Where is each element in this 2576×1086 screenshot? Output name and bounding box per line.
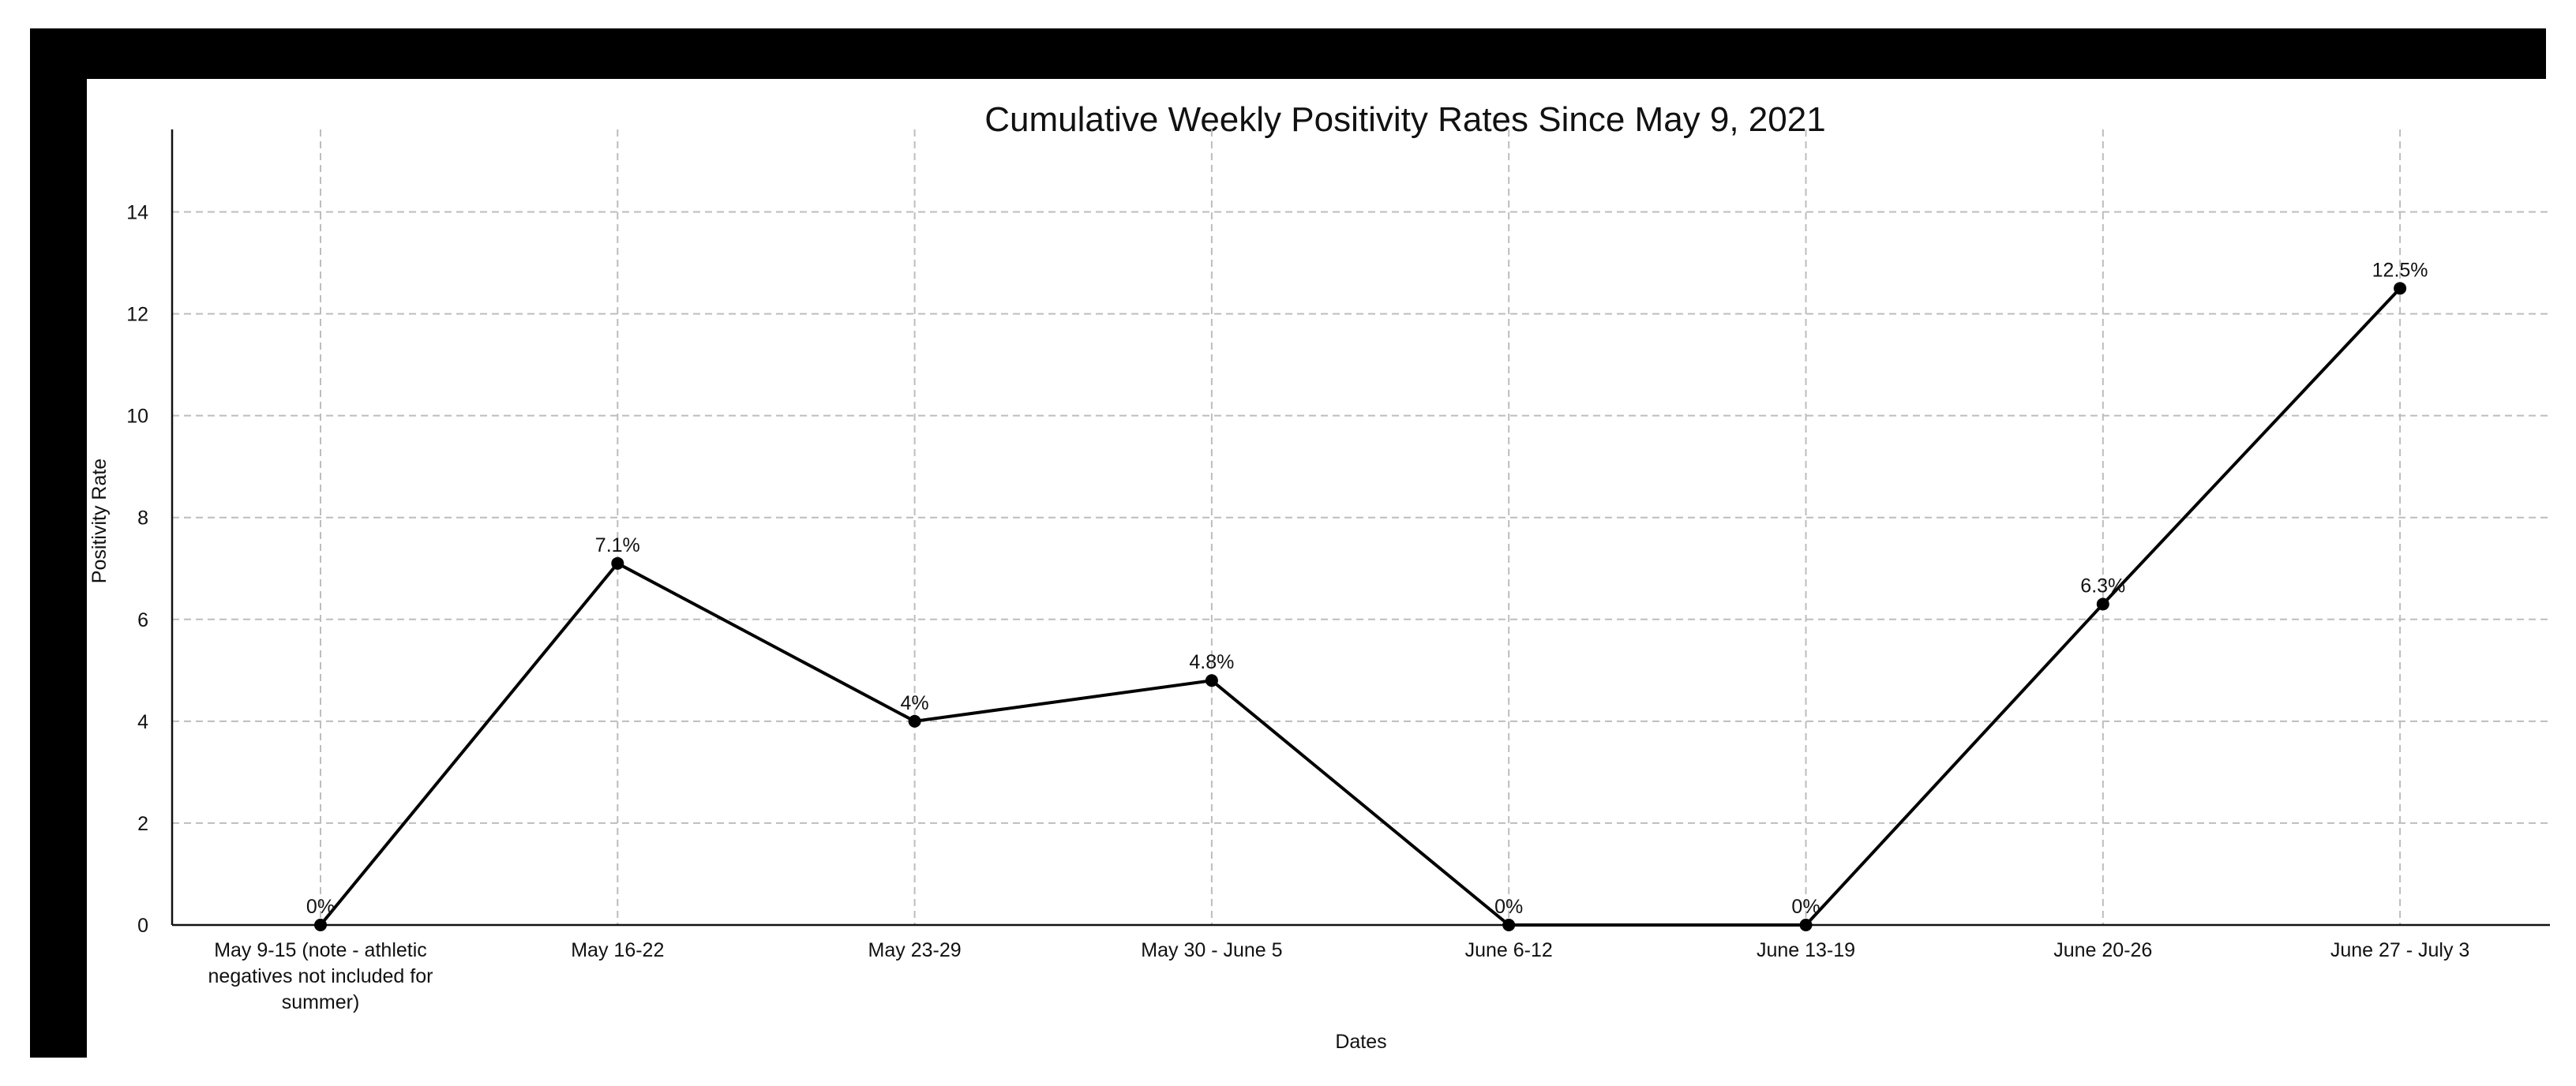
series-layer [314,282,2407,931]
data-label: 12.5% [2372,259,2428,281]
y-tick-label: 8 [137,507,148,530]
data-point [1205,674,1218,687]
axis-layer: 0 2 4 6 8 10 12 14 May 9-15 (note - athletic nega… [126,129,2550,1013]
y-tick-label: 2 [137,813,148,835]
x-tick-label-line: May 30 - June 5 [1141,939,1282,961]
data-label: 0% [1494,896,1523,918]
grid-layer [172,129,2550,925]
series-line [319,286,2402,927]
y-axis-label: Positivity Rate [88,459,111,583]
chart-title: Cumulative Weekly Positivity Rates Since… [984,100,1825,139]
data-point [314,919,327,931]
label-layer: 0% 7.1% 4% 4.8% 0% 0% 6.3% 12.5% [306,259,2428,918]
x-tick-label: May 16-22 [571,939,664,961]
x-tick-label-line: May 23-29 [868,939,962,961]
x-tick-label-line: May 9-15 (note - athletic [214,939,427,961]
y-tick-label: 0 [137,915,148,937]
x-tick-label: June 27 - July 3 [2330,939,2470,961]
data-label: 0% [306,896,335,918]
data-point [1799,919,1813,931]
data-point [1502,919,1516,931]
x-tick-label-line: summer) [282,991,360,1013]
x-tick-label: May 30 - June 5 [1141,939,1282,961]
x-axis-label: Dates [1335,1031,1386,1053]
y-tick-label: 14 [126,202,148,224]
x-tick-label-line: negatives not included for [208,965,433,987]
line-chart: Cumulative Weekly Positivity Rates Since… [88,100,2550,1053]
data-point [908,714,921,728]
x-tick-label-line: June 13-19 [1757,939,1855,961]
y-tick-label: 12 [126,304,148,326]
x-tick-label: May 23-29 [868,939,962,961]
data-label: 0% [1791,896,1820,918]
data-point [2096,597,2109,611]
x-tick-label-line: May 16-22 [571,939,664,961]
chart-panel: Cumulative Weekly Positivity Rates Since… [87,79,2558,1070]
x-tick-label: June 20-26 [2053,939,2152,961]
data-label: 4% [901,692,929,714]
y-tick-label: 4 [137,711,148,733]
x-tick-label: June 13-19 [1757,939,1855,961]
x-tick-label: May 9-15 (note - athletic negatives not i… [208,939,433,1013]
x-tick-label-line: June 6-12 [1465,939,1553,961]
data-label: 6.3% [2080,575,2125,597]
data-point [611,556,624,570]
x-tick-label: June 6-12 [1465,939,1553,961]
x-tick-label-line: June 20-26 [2053,939,2152,961]
y-tick-label: 6 [137,609,148,631]
chart-frame: Cumulative Weekly Positivity Rates Since… [30,28,2558,1070]
x-tick-label-line: June 27 - July 3 [2330,939,2470,961]
data-point [2394,282,2407,295]
y-tick-label: 10 [126,406,148,428]
data-label: 7.1% [595,534,640,556]
data-label: 4.8% [1189,651,1234,673]
